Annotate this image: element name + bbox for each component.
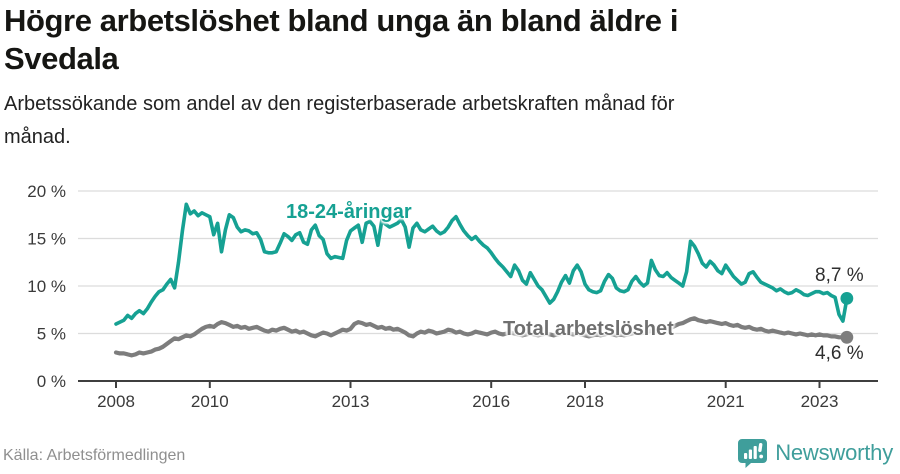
source-note: Källa: Arbetsförmedlingen [3, 447, 186, 464]
page-subtitle: Arbetssökande som andel av den registerb… [4, 93, 675, 148]
x-axis-label: 2018 [566, 392, 604, 411]
x-axis-label: 2008 [97, 392, 135, 411]
newsworthy-bubble-icon [738, 439, 768, 468]
newsworthy-wordmark: Newsworthy [775, 439, 893, 465]
x-axis-label: 2023 [801, 392, 839, 411]
series-label-youth: 18-24-åringar [286, 201, 412, 223]
y-axis-label: 5 % [37, 325, 66, 344]
page-title: Högre arbetslöshet bland unga än bland ä… [4, 3, 679, 76]
y-axis-label: 20 % [27, 182, 66, 201]
end-dot-youth [840, 291, 854, 305]
end-dot-total [840, 330, 854, 344]
series-line-youth [114, 202, 849, 326]
y-axis-label: 10 % [27, 277, 66, 296]
series-label-total: Total arbetslöshet [503, 318, 674, 340]
x-axis-label: 2010 [191, 392, 229, 411]
chart-header: Högre arbetslöshet bland unga än bland ä… [4, 2, 884, 154]
end-value-youth: 8,7 % [815, 265, 864, 286]
series-line-total [113, 316, 850, 358]
x-axis-label: 2016 [472, 392, 510, 411]
x-axis-label: 2021 [707, 392, 745, 411]
newsworthy-logo: Newsworthy [736, 436, 893, 469]
end-value-total: 4,6 % [815, 343, 864, 364]
x-axis-label: 2013 [332, 392, 370, 411]
y-axis-label: 15 % [27, 230, 66, 249]
y-axis-label: 0 % [37, 372, 66, 391]
